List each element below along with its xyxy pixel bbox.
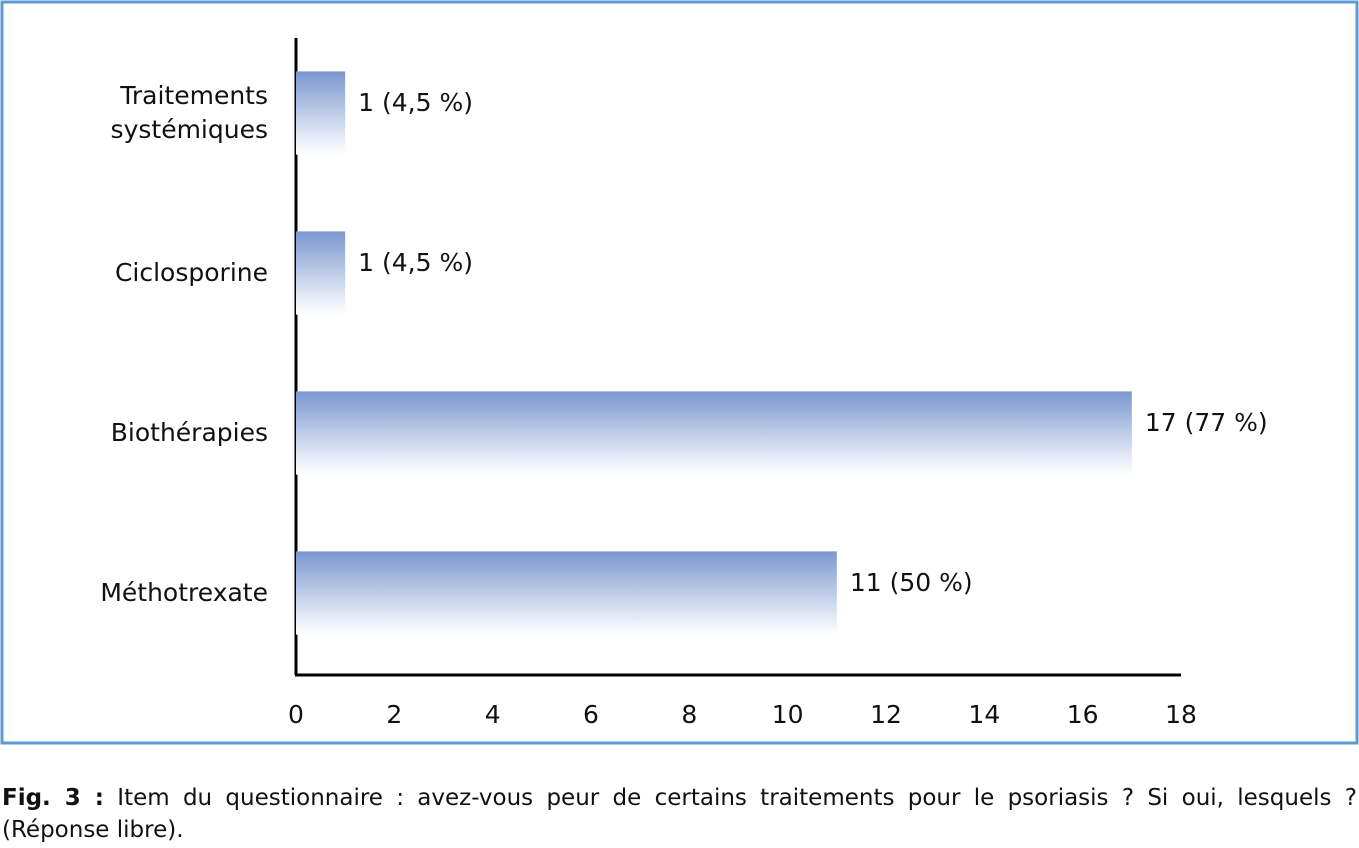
caption: Fig. 3 : Item du questionnaire : avez-vo… (2, 782, 1357, 846)
x-tick-label: 14 (968, 700, 1000, 729)
x-tick-label: 8 (681, 700, 697, 729)
value-label: 17 (77 %) (1145, 408, 1268, 437)
bar (296, 551, 837, 635)
caption-text: Item du questionnaire : avez-vous peur d… (2, 785, 1357, 843)
x-tick-label: 2 (386, 700, 402, 729)
y-tick-label: Méthotrexate (100, 578, 268, 607)
x-tick-label: 18 (1165, 700, 1197, 729)
x-tick-label: 10 (772, 700, 804, 729)
y-tick-label: Traitements systémiques (110, 81, 268, 144)
x-tick-label: 0 (288, 700, 304, 729)
bar (296, 231, 346, 315)
value-label: 11 (50 %) (850, 568, 973, 597)
x-tick-label: 16 (1067, 700, 1099, 729)
y-tick-label: Biothérapies (110, 418, 268, 447)
value-label: 1 (4,5 %) (358, 248, 473, 277)
y-tick-label: Ciclosporine (114, 258, 268, 287)
bar (296, 71, 346, 155)
x-tick-label: 6 (583, 700, 599, 729)
value-label: 1 (4,5 %) (358, 88, 473, 117)
caption-label: Fig. 3 : (2, 785, 104, 811)
bar (296, 391, 1132, 475)
x-tick-label: 12 (870, 700, 902, 729)
chart-frame (0, 0, 1359, 745)
x-tick-label: 4 (485, 700, 501, 729)
